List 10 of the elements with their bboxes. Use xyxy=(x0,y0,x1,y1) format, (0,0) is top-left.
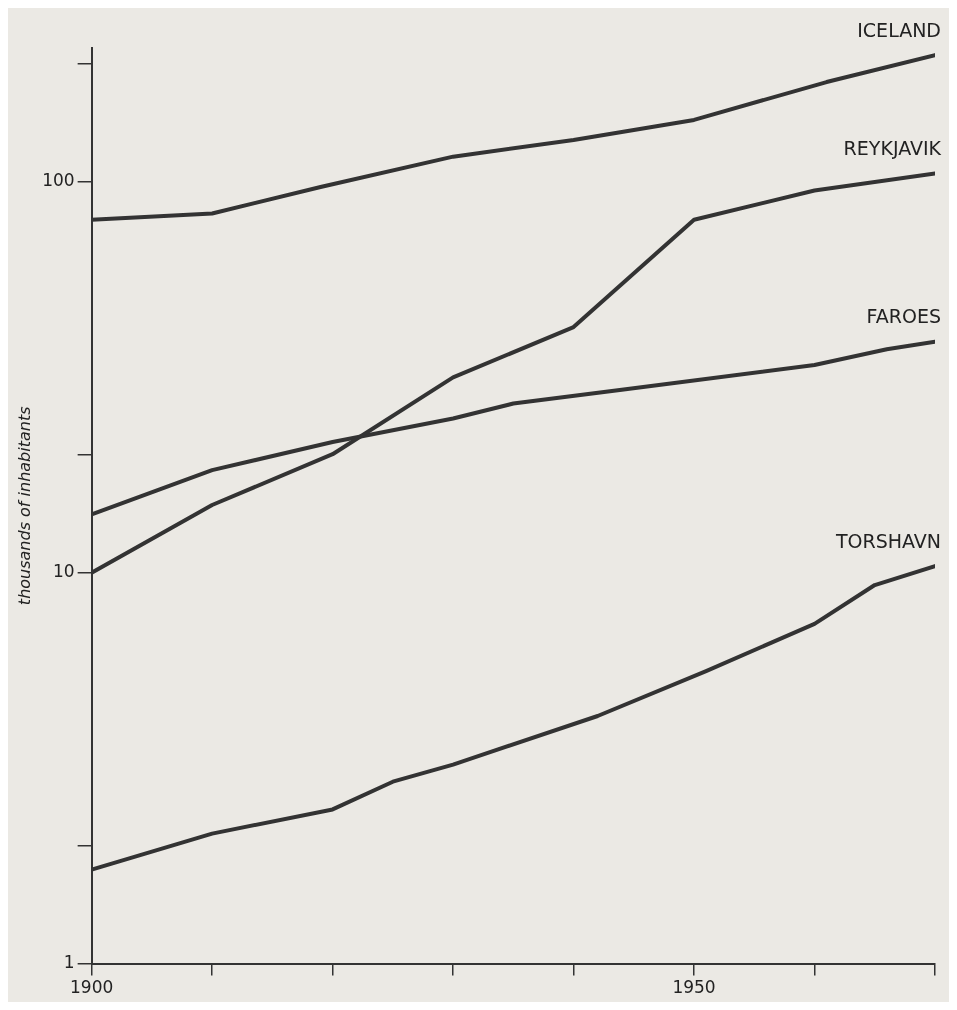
x-tick-label: 1900 xyxy=(70,977,114,998)
y-axis-title: thousands of inhabitants xyxy=(14,406,34,606)
x-tick-label: 1950 xyxy=(672,977,716,998)
series-label: REYKJAVIK xyxy=(843,137,942,159)
series-label: FAROES xyxy=(866,305,941,328)
y-tick-label: 100 xyxy=(42,170,75,191)
series-label: ICELAND xyxy=(857,18,941,41)
y-tick-label: 10 xyxy=(53,561,75,582)
series-label: TORSHAVN xyxy=(834,529,941,552)
y-tick-label: 1 xyxy=(63,952,75,973)
